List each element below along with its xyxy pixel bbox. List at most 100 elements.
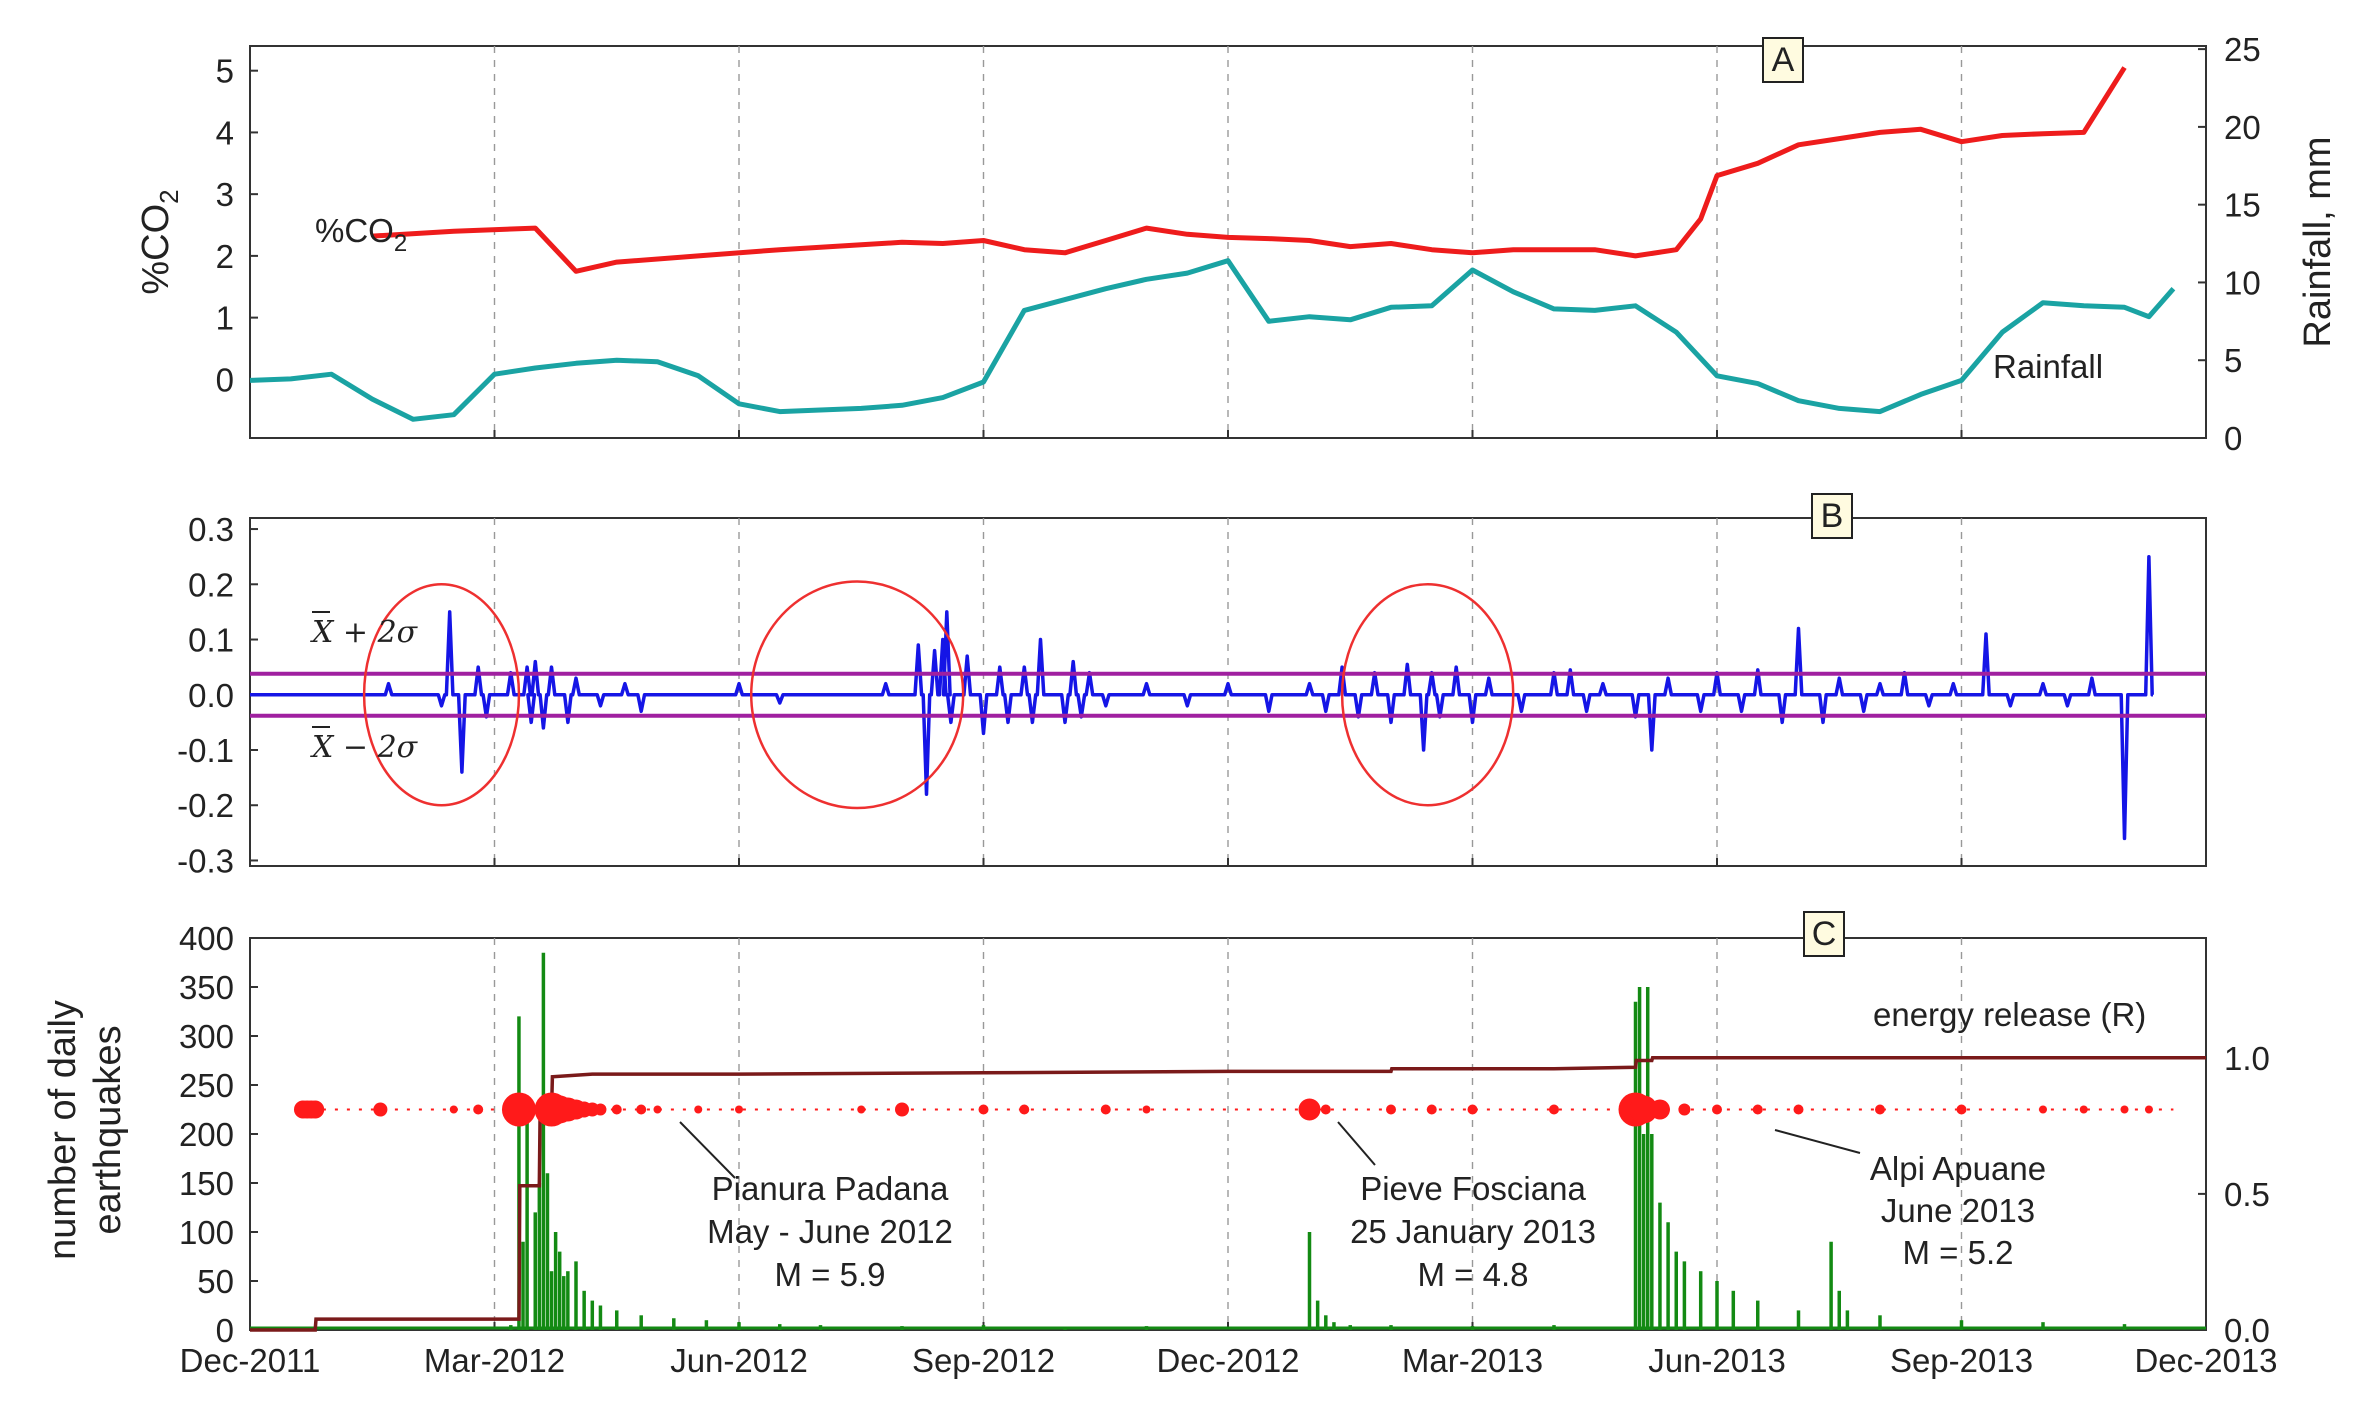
- quake-dot: [611, 1104, 622, 1115]
- quake-dot: [1100, 1104, 1111, 1115]
- quake-dot: [1793, 1104, 1804, 1115]
- panel-c-ylabel-line2: earthquakes: [87, 1025, 129, 1234]
- upper-band-label: X + 2σ: [310, 615, 419, 650]
- x-tick-label: Sep-2012: [912, 1342, 1055, 1379]
- panel-b-y-tick-label: -0.3: [177, 842, 234, 879]
- energy-release-line: [250, 1056, 2206, 1332]
- quake-dot: [694, 1105, 703, 1114]
- panel-a-y2-tick-label: 25: [2224, 31, 2261, 68]
- x-tick-label: Dec-2013: [2134, 1342, 2277, 1379]
- quake-dot: [2120, 1105, 2129, 1114]
- quake-dot: [636, 1104, 647, 1115]
- panel-c-y-tick-label: 200: [179, 1116, 234, 1153]
- text-layer: A B C %CO2 Rainfall, mm number of daily …: [42, 31, 2339, 1379]
- panel-b-y-tick-label: -0.2: [177, 787, 234, 824]
- quake-dot: [1956, 1104, 1967, 1115]
- panel-a-tag: A: [1772, 41, 1795, 79]
- quake-dot: [1678, 1103, 1691, 1116]
- panel-b-tag: B: [1821, 497, 1844, 535]
- quake-dot: [373, 1102, 388, 1117]
- x-tick-label: Mar-2012: [424, 1342, 565, 1379]
- residual-series-line: [250, 554, 2154, 841]
- quake-dot: [306, 1100, 325, 1119]
- quake-dot: [473, 1104, 484, 1115]
- annotation-apuane-line2: June 2013: [1881, 1192, 2035, 1229]
- panel-c-y-tick-label: 300: [179, 1018, 234, 1055]
- quake-dot: [735, 1105, 743, 1114]
- panel-c-y-tick-label: 250: [179, 1067, 234, 1104]
- panel-b-tag-box: [1811, 493, 1853, 539]
- annotation-pianura-line3: M = 5.9: [775, 1256, 886, 1293]
- quake-dot: [1752, 1104, 1763, 1115]
- x-tick-label: Jun-2013: [1648, 1342, 1786, 1379]
- panel-b-y-tick-label: 0.3: [188, 511, 234, 548]
- panel-a-y-tick-label: 5: [216, 53, 234, 90]
- x-tick-label: Sep-2013: [1890, 1342, 2033, 1379]
- panel-b-y-tick-label: 0.2: [188, 566, 234, 603]
- panel-c-y2-tick-label: 0.5: [2224, 1176, 2270, 1213]
- quake-dot: [449, 1105, 458, 1114]
- quake-dot: [1712, 1104, 1722, 1115]
- leader-pianura: [679, 1121, 736, 1179]
- panel-a-y-tick-label: 4: [216, 114, 234, 151]
- rainfall-series-line: [249, 258, 2176, 422]
- panel-b-y-tick-label: 0.1: [188, 622, 234, 659]
- quake-dot: [594, 1103, 607, 1116]
- panel-a-y2label: Rainfall, mm: [2297, 136, 2339, 347]
- quake-dot: [1019, 1104, 1030, 1115]
- panel-c-y-tick-label: 400: [179, 920, 234, 957]
- panel-c-ylabel-line1: number of daily: [42, 1000, 84, 1260]
- leader-pieve: [1337, 1121, 1376, 1166]
- panel-a-ylabel: %CO2: [135, 189, 184, 294]
- annotation-pieve-line3: M = 4.8: [1418, 1256, 1529, 1293]
- panel-a-tag-box: [1762, 37, 1804, 83]
- panel-c-y-tick-label: 150: [179, 1165, 234, 1202]
- panel-c-tag: C: [1812, 915, 1837, 953]
- quake-dot: [1467, 1104, 1478, 1115]
- anomaly-circle: [1340, 583, 1515, 807]
- panel-c-y-tick-label: 350: [179, 969, 234, 1006]
- annotation-pianura-line2: May - June 2012: [707, 1213, 953, 1250]
- x-tick-label: Jun-2012: [670, 1342, 808, 1379]
- annotation-pieve-line1: Pieve Fosciana: [1360, 1170, 1586, 1207]
- panel-a-y2-tick-label: 10: [2224, 264, 2261, 301]
- quake-dot: [1386, 1104, 1396, 1115]
- annotation-apuane-line3: M = 5.2: [1903, 1234, 2014, 1271]
- panel-c-tag-box: [1803, 911, 1845, 957]
- panel-c-y-tick-label: 0: [216, 1312, 234, 1349]
- panel-a-y-tick-label: 2: [216, 238, 234, 275]
- panel-a-y2-tick-label: 0: [2224, 420, 2242, 457]
- quake-dot: [1426, 1104, 1437, 1115]
- quake-dot: [857, 1105, 866, 1114]
- panel-c-y2-tick-label: 0.0: [2224, 1312, 2270, 1349]
- quake-dot: [1875, 1104, 1885, 1115]
- panel-c-y2-tick-label: 1.0: [2224, 1040, 2270, 1077]
- quake-dot: [501, 1092, 536, 1127]
- panel-b-y-tick-label: -0.1: [177, 732, 234, 769]
- annotation-pieve-line2: 25 January 2013: [1350, 1213, 1596, 1250]
- quake-dot: [1629, 1095, 1658, 1124]
- x-tick-label: Dec-2012: [1156, 1342, 1299, 1379]
- lower-band-label: X − 2σ: [310, 730, 419, 765]
- quake-dot: [895, 1102, 909, 1117]
- co2-series-line: [372, 66, 2127, 274]
- x-tick-label: Dec-2011: [180, 1342, 321, 1379]
- rainfall-series-label: Rainfall: [1993, 348, 2103, 385]
- quake-dot: [2039, 1105, 2047, 1114]
- x-tick-label: Mar-2013: [1402, 1342, 1543, 1379]
- annotation-apuane-line1: Alpi Apuane: [1870, 1150, 2046, 1187]
- energy-release-label: energy release (R): [1873, 996, 2146, 1033]
- annotation-pianura-line1: Pianura Padana: [712, 1170, 949, 1207]
- panel-a-y2-tick-label: 20: [2224, 109, 2261, 146]
- quake-dot: [2079, 1105, 2088, 1114]
- panel-b-y-tick-label: 0.0: [188, 677, 234, 714]
- quake-dot: [1649, 1099, 1670, 1120]
- panel-c-y-tick-label: 50: [197, 1263, 234, 1300]
- panel-a-y-tick-label: 0: [216, 361, 234, 398]
- quake-dot: [1320, 1104, 1331, 1115]
- quake-dot: [1549, 1104, 1559, 1115]
- quake-dot: [978, 1104, 989, 1115]
- quake-dot: [653, 1105, 662, 1114]
- quake-dot: [2144, 1105, 2153, 1114]
